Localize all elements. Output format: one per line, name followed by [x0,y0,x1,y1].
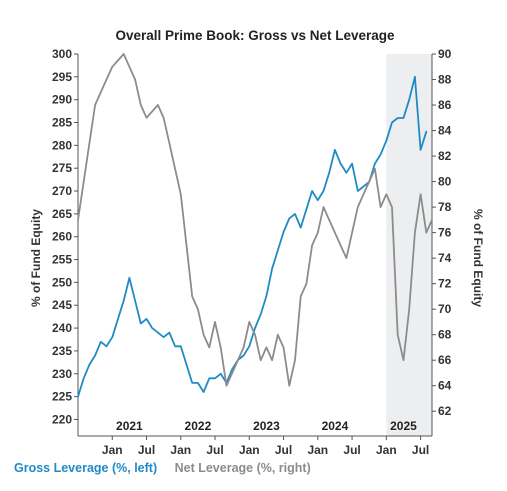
chart-svg: Overall Prime Book: Gross vs Net Leverag… [29,28,485,457]
left-axis-label: % of Fund Equity [29,209,43,307]
x-tick-label: Jul [138,443,155,457]
year-label: 2021 [116,419,143,433]
x-tick-label: Jan [102,443,123,457]
right-tick-label: 68 [438,328,452,342]
year-label: 2025 [390,419,417,433]
x-tick-label: Jan [376,443,397,457]
right-tick-label: 80 [438,175,452,189]
left-tick-label: 255 [52,253,72,267]
right-tick-label: 64 [438,379,452,393]
left-tick-label: 230 [52,367,72,381]
left-axis: 220 225 230 235 240 245 250 255 260 265 270 275 280 2… [52,47,79,436]
series-layer [77,53,433,398]
chart-title: Overall Prime Book: Gross vs Net Leverag… [115,28,395,43]
right-tick-label: 84 [438,124,452,138]
right-tick-label: 66 [438,353,452,367]
left-tick-label: 260 [52,230,72,244]
left-tick-label: 245 [52,298,72,312]
x-tick-label: Jan [239,443,260,457]
right-tick-label: 88 [438,73,452,87]
left-tick-label: 240 [52,321,72,335]
left-tick-label: 270 [52,184,72,198]
left-tick-label: 225 [52,390,72,404]
x-tick-label: Jan [170,443,191,457]
right-tick-label: 70 [438,302,452,316]
legend: Gross Leverage (%, left) Net Leverage (%… [14,461,325,475]
legend-gross: Gross Leverage (%, left) [14,461,158,475]
right-tick-label: 72 [438,277,452,291]
x-tick-label: Jul [275,443,292,457]
left-tick-label: 295 [52,70,72,84]
left-tick-label: 220 [52,412,72,426]
right-tick-label: 82 [438,149,452,163]
legend-net: Net Leverage (%, right) [174,461,311,475]
gross-leverage-line [77,75,428,398]
net-leverage-line [77,53,433,387]
right-axis-label: % of Fund Equity [471,209,485,307]
right-tick-label: 76 [438,226,452,240]
right-tick-label: 86 [438,98,452,112]
left-tick-label: 250 [52,275,72,289]
left-tick-label: 235 [52,344,72,358]
right-tick-label: 74 [438,251,452,265]
right-tick-label: 78 [438,200,452,214]
left-tick-label: 275 [52,161,72,175]
year-label: 2022 [185,419,212,433]
left-tick-label: 280 [52,138,72,152]
year-label: 2023 [253,419,280,433]
x-tick-label: Jul [343,443,360,457]
x-tick-label: Jan [307,443,328,457]
x-axis: Jan Jul Jan Jul Jan Jul Jan Jul Jan Jul 2021 2022 20… [78,419,432,457]
right-axis: 62 64 66 68 70 72 74 76 78 80 82 84 86 88 90 [431,47,452,436]
year-label: 2024 [322,419,349,433]
left-tick-label: 265 [52,207,72,221]
left-tick-label: 285 [52,116,72,130]
x-tick-label: Jul [412,443,429,457]
left-tick-label: 290 [52,93,72,107]
left-tick-label: 300 [52,47,72,61]
right-tick-label: 90 [438,47,452,61]
x-tick-label: Jul [206,443,223,457]
right-tick-label: 62 [438,404,452,418]
